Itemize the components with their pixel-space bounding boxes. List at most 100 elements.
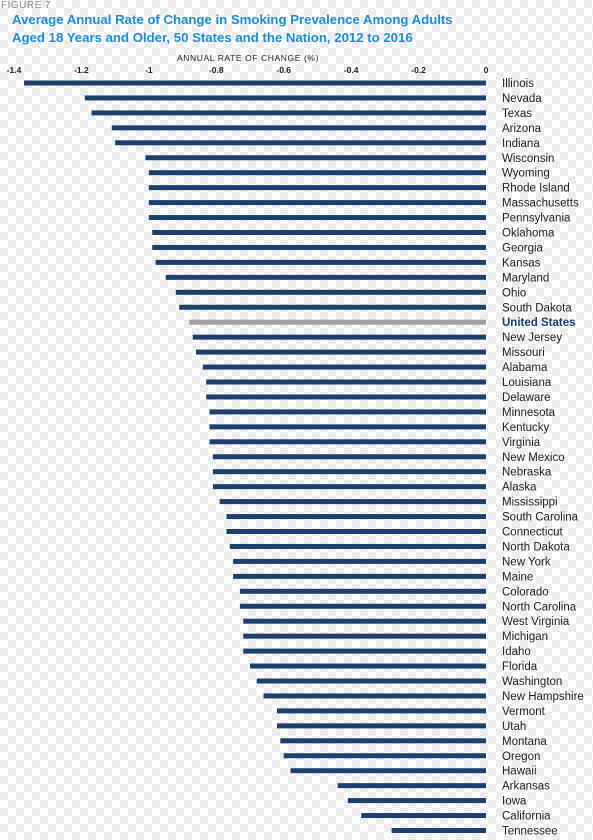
- category-label: Arizona: [502, 123, 542, 135]
- bar: [179, 304, 486, 310]
- category-label: New Mexico: [502, 452, 565, 464]
- category-label: Mississippi: [502, 497, 558, 509]
- x-tick-label: -1: [145, 65, 153, 75]
- bar: [243, 633, 486, 639]
- category-label: Louisiana: [502, 377, 552, 389]
- category-label: Delaware: [502, 392, 551, 404]
- bar: [280, 738, 486, 744]
- category-label: Illinois: [502, 78, 534, 90]
- category-label: Minnesota: [502, 407, 556, 419]
- x-axis-ticks: -1.4 -1.2 -1 -0.8 -0.6 -0.4 -0.2 0: [7, 65, 489, 75]
- category-label: South Dakota: [502, 302, 572, 314]
- category-label: Alaska: [502, 482, 537, 494]
- bar: [175, 289, 487, 295]
- bar: [290, 768, 486, 774]
- bar: [209, 409, 487, 415]
- category-label: Kansas: [502, 257, 541, 269]
- bar: [84, 95, 487, 101]
- bar: [148, 185, 486, 191]
- bar: [239, 603, 486, 609]
- category-label: Tennessee: [502, 826, 558, 838]
- category-label: Texas: [502, 108, 532, 120]
- category-label: Nebraska: [502, 467, 552, 479]
- bar: [24, 80, 486, 86]
- category-label: Arkansas: [502, 781, 550, 793]
- chart-title: Average Annual Rate of Change in Smoking…: [12, 11, 587, 47]
- x-tick-label: 0: [484, 65, 489, 75]
- bar: [202, 364, 487, 370]
- category-label: Missouri: [502, 347, 545, 359]
- category-labels: Illinois Nevada Texas Arizona Indiana Wiscons…: [502, 78, 584, 838]
- category-label: Vermont: [502, 706, 546, 718]
- bar: [239, 588, 486, 594]
- bar: [243, 618, 486, 624]
- category-label: Nevada: [502, 93, 542, 105]
- category-label: California: [502, 811, 551, 823]
- x-tick-label: -0.8: [209, 65, 224, 75]
- bar: [226, 529, 486, 534]
- bar: [115, 140, 487, 146]
- category-label: Wyoming: [502, 168, 550, 180]
- bar: [196, 349, 487, 355]
- figure-label: FIGURE 7: [1, 0, 52, 11]
- bar: [148, 200, 486, 206]
- bar: [250, 663, 486, 669]
- bar: [212, 454, 486, 460]
- category-label: Kentucky: [502, 422, 550, 434]
- x-axis-label: ANNUAL RATE OF CHANGE (%): [177, 53, 319, 63]
- category-label: Washington: [502, 676, 562, 688]
- category-label: New Jersey: [502, 332, 562, 344]
- category-label: Wisconsin: [502, 153, 554, 165]
- bar: [206, 394, 486, 400]
- category-label: Virginia: [502, 437, 541, 449]
- bar: [206, 379, 486, 385]
- category-label: Maryland: [502, 272, 549, 284]
- category-label: Utah: [502, 721, 526, 733]
- bar: [263, 693, 486, 699]
- category-label: Oklahoma: [502, 228, 555, 240]
- bar: [165, 274, 486, 280]
- bar: [209, 439, 487, 445]
- bar: [148, 215, 486, 221]
- bar: [276, 708, 486, 714]
- category-label: North Dakota: [502, 541, 570, 553]
- category-label: North Carolina: [502, 601, 577, 613]
- x-tick-label: -0.6: [276, 65, 291, 75]
- bar: [91, 110, 487, 116]
- bar: [212, 469, 486, 475]
- bar: [155, 259, 486, 265]
- category-label: Colorado: [502, 586, 549, 598]
- category-label: Ohio: [502, 287, 526, 299]
- category-label: Montana: [502, 736, 547, 748]
- bar: [256, 678, 486, 684]
- bar: [145, 155, 486, 161]
- bar: [243, 648, 486, 654]
- category-label: Indiana: [502, 138, 540, 150]
- bar: [391, 828, 486, 833]
- x-tick-label: -1.2: [74, 65, 89, 75]
- chart-title-line-1: Average Annual Rate of Change in Smoking…: [12, 12, 453, 27]
- bar: [209, 424, 487, 430]
- category-label: Rhode Island: [502, 183, 570, 195]
- bar: [283, 753, 486, 759]
- bar: [219, 499, 486, 505]
- bar: [233, 573, 486, 579]
- category-label: Georgia: [502, 242, 544, 254]
- category-label: Connecticut: [502, 527, 564, 539]
- bar: [361, 813, 486, 819]
- category-label: Hawaii: [502, 766, 537, 778]
- category-label: Iowa: [502, 796, 527, 808]
- category-label: Oregon: [502, 751, 540, 763]
- category-label: South Carolina: [502, 512, 579, 524]
- bar: [212, 484, 486, 490]
- bar: [276, 723, 486, 729]
- x-tick-label: -1.4: [7, 65, 22, 75]
- category-label: Florida: [502, 661, 538, 673]
- category-label: Maine: [502, 571, 533, 583]
- bar: [337, 783, 486, 789]
- bars: [24, 80, 487, 833]
- x-tick-label: -0.2: [411, 65, 426, 75]
- bar: [148, 170, 486, 176]
- category-label: West Virginia: [502, 616, 570, 628]
